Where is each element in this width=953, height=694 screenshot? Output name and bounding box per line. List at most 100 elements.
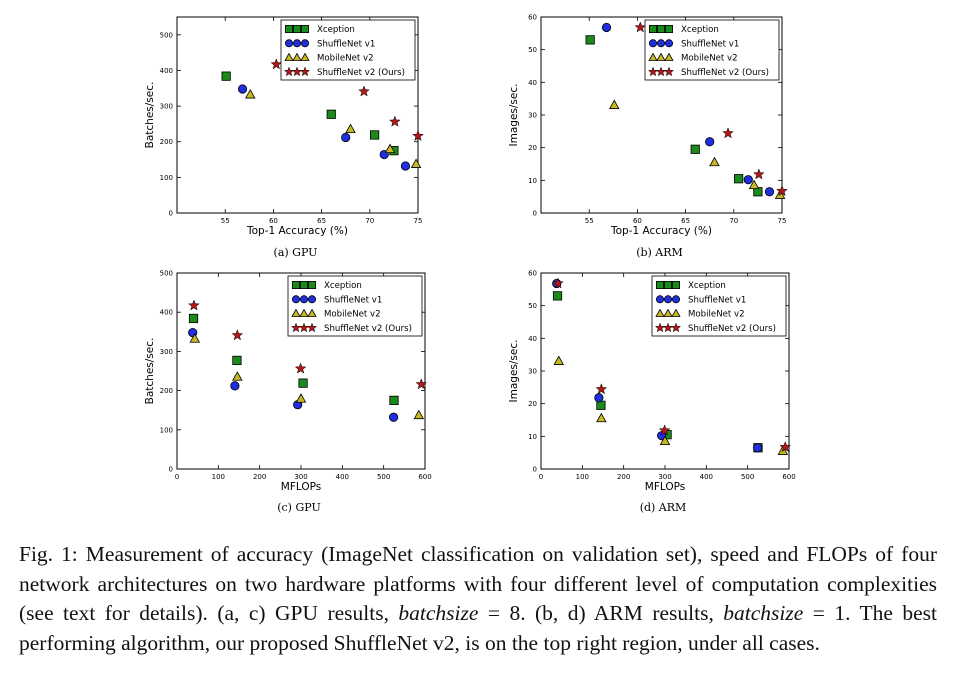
- x-tick-label: 55: [221, 217, 230, 225]
- caption-math-1: batchsize: [398, 601, 479, 625]
- x-tick-label: 200: [617, 473, 630, 481]
- x-tick-label: 500: [741, 473, 754, 481]
- caption-math-2: batchsize: [723, 601, 804, 625]
- legend-marker-mobilenet-v2: [648, 52, 658, 61]
- y-tick-label: 200: [160, 387, 173, 395]
- x-tick-label: 200: [253, 473, 266, 481]
- legend-marker-mobilenet-v2: [655, 308, 665, 317]
- data-point-mobilenet-v2: [659, 435, 671, 446]
- data-point-mobilenet-v2: [748, 179, 760, 190]
- legend: Xception ShuffleNet v1 MobileNet v2 Shuffle…: [651, 275, 787, 337]
- legend-marker-shufflenet-v1: [299, 295, 308, 304]
- caption-label: Fig. 1:: [19, 542, 78, 566]
- data-point-xception: [734, 174, 744, 184]
- legend-marker-mobilenet-v2: [664, 52, 674, 61]
- legend-label-shufflenet-v1: ShuffleNet v1: [688, 295, 746, 305]
- data-point-mobilenet-v2: [553, 355, 565, 365]
- y-tick-label: 20: [528, 400, 537, 408]
- legend-marker-xception: [291, 280, 300, 289]
- legend-marker-shufflenet-v1: [291, 295, 300, 304]
- data-point-shufflenet-v2-ours: [412, 129, 424, 142]
- x-tick-label: 60: [269, 217, 278, 225]
- y-tick-label: 60: [528, 14, 537, 22]
- data-point-shufflenet-v2-ours: [752, 168, 765, 180]
- legend-label-shufflenet-v1: ShuffleNet v1: [324, 295, 382, 305]
- caption-text-3: = 1. The best performing algorithm, our …: [19, 601, 937, 655]
- y-tick-label: 300: [160, 103, 173, 111]
- y-tick-label: 40: [528, 79, 537, 87]
- legend-marker-mobilenet-v2: [307, 308, 317, 317]
- y-tick-label: 30: [528, 368, 537, 376]
- y-tick-label: 400: [160, 309, 173, 317]
- legend-marker-xception: [649, 24, 658, 33]
- legend-label-xception: Xception: [688, 281, 726, 291]
- data-point-shufflenet-v2-ours: [776, 184, 788, 197]
- y-tick-label: 100: [160, 174, 173, 182]
- x-tick-label: 65: [681, 217, 690, 225]
- y-tick-label: 40: [528, 335, 537, 343]
- data-point-mobilenet-v2: [709, 156, 720, 167]
- x-tick-label: 600: [418, 473, 431, 481]
- data-point-shufflenet-v2-ours: [658, 424, 671, 436]
- legend-marker-xception: [665, 24, 674, 33]
- data-point-mobilenet-v2: [596, 412, 607, 423]
- data-point-shufflenet-v2-ours: [388, 115, 401, 127]
- subfigure-caption: (a) GPU: [274, 246, 318, 259]
- x-tick-label: 500: [377, 473, 390, 481]
- x-tick-label: 0: [175, 473, 179, 481]
- x-axis-label: Top-1 Accuracy (%): [610, 225, 712, 237]
- data-point-shufflenet-v2-ours: [415, 378, 428, 390]
- legend-label-mobilenet-v2: MobileNet v2: [317, 54, 374, 64]
- legend-label-xception: Xception: [317, 25, 355, 35]
- legend-marker-xception: [299, 280, 308, 289]
- legend-marker-shufflenet-v1: [664, 295, 673, 304]
- x-tick-label: 100: [212, 473, 225, 481]
- data-point-shufflenet-v1: [743, 175, 753, 185]
- data-point-xception: [232, 355, 242, 366]
- x-tick-label: 60: [633, 217, 642, 225]
- x-tick-label: 70: [365, 217, 374, 225]
- data-point-xception: [552, 291, 563, 301]
- data-point-mobilenet-v2: [410, 158, 422, 168]
- x-tick-label: 65: [317, 217, 326, 225]
- y-axis-label: Images/sec.: [508, 340, 520, 403]
- subfigure-caption: (b) ARM: [636, 246, 683, 259]
- legend-label-mobilenet-v2: MobileNet v2: [324, 310, 381, 320]
- legend-marker-shufflenet-v1: [672, 295, 681, 304]
- legend-marker-shufflenet-v2-ours: [299, 66, 311, 77]
- y-axis-label: Images/sec.: [508, 84, 520, 147]
- data-point-shufflenet-v2-ours: [552, 277, 564, 289]
- data-point-shufflenet-v2-ours: [188, 299, 200, 311]
- legend-marker-shufflenet-v2-ours: [306, 322, 318, 333]
- data-point-shufflenet-v1: [400, 161, 411, 171]
- y-tick-label: 20: [528, 144, 537, 152]
- data-point-xception: [298, 378, 308, 388]
- y-tick-label: 50: [528, 46, 537, 54]
- data-point-mobilenet-v2: [384, 143, 396, 153]
- data-point-shufflenet-v2-ours: [722, 127, 734, 139]
- legend-marker-xception: [284, 24, 293, 33]
- y-tick-label: 0: [169, 466, 173, 474]
- y-tick-label: 300: [160, 348, 173, 356]
- x-tick-label: 400: [336, 473, 349, 481]
- legend-marker-shufflenet-v1: [657, 39, 666, 48]
- legend-label-mobilenet-v2: MobileNet v2: [688, 310, 745, 320]
- legend: Xception ShuffleNet v1 MobileNet v2 Shuffle…: [644, 19, 780, 81]
- data-point-shufflenet-v2-ours: [595, 383, 608, 395]
- data-point-xception: [596, 400, 606, 410]
- chart-panel-3: 0 100 200 300 400 500 600 0 100 200 300 400 500 MFLOP…: [144, 270, 432, 515]
- chart-panel-4: 0 100 200 300 400 500 600 0 10 20 30 40 50 60 MFLOPs Im…: [508, 270, 796, 515]
- data-point-shufflenet-v2-ours: [294, 362, 307, 374]
- y-tick-label: 100: [160, 426, 173, 434]
- legend-label-shufflenet-v2-ours: ShuffleNet v2 (Ours): [317, 68, 405, 78]
- figure-caption: Fig. 1: Measurement of accuracy (ImageNe…: [19, 540, 937, 658]
- legend-label-shufflenet-v2-ours: ShuffleNet v2 (Ours): [324, 324, 412, 334]
- x-axis-label: Top-1 Accuracy (%): [246, 225, 348, 237]
- data-point-shufflenet-v2-ours: [634, 21, 647, 33]
- legend-marker-shufflenet-v1: [300, 39, 309, 48]
- data-point-shufflenet-v1: [601, 22, 612, 33]
- data-point-shufflenet-v1: [341, 132, 351, 143]
- legend-marker-shufflenet-v1: [656, 295, 665, 304]
- legend-marker-xception: [292, 24, 301, 33]
